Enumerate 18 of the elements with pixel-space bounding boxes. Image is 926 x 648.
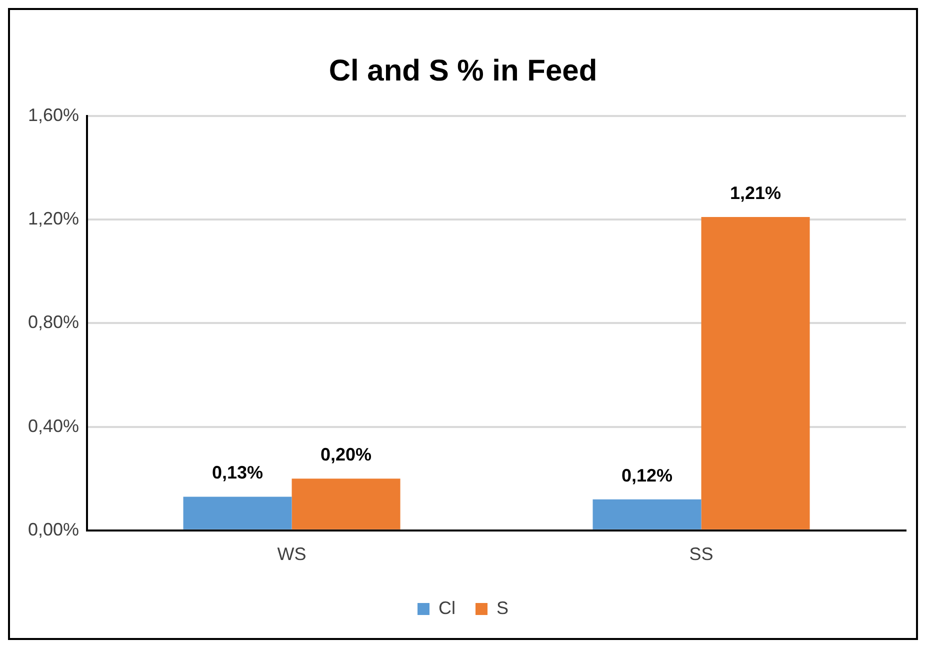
chart-title: Cl and S % in Feed xyxy=(328,54,598,88)
data-label: 1,21% xyxy=(730,182,782,203)
data-label: 0,13% xyxy=(212,462,264,483)
y-tick-label: 0,80% xyxy=(28,312,80,332)
x-tick-label: WS xyxy=(277,544,306,564)
y-tick-label: 1,20% xyxy=(28,208,80,229)
data-label: 0,20% xyxy=(320,444,372,465)
x-tick-label: SS xyxy=(689,544,714,564)
legend-label: S xyxy=(496,598,509,618)
y-tick-label: 0,00% xyxy=(28,519,80,540)
bar xyxy=(183,496,292,530)
y-tick-label: 0,40% xyxy=(28,416,80,436)
bar xyxy=(701,217,810,530)
legend-label: Cl xyxy=(438,598,456,618)
bar xyxy=(592,499,702,530)
y-tick-label: 1,60% xyxy=(28,104,80,125)
data-label: 0,12% xyxy=(621,465,673,486)
bar xyxy=(292,478,400,530)
